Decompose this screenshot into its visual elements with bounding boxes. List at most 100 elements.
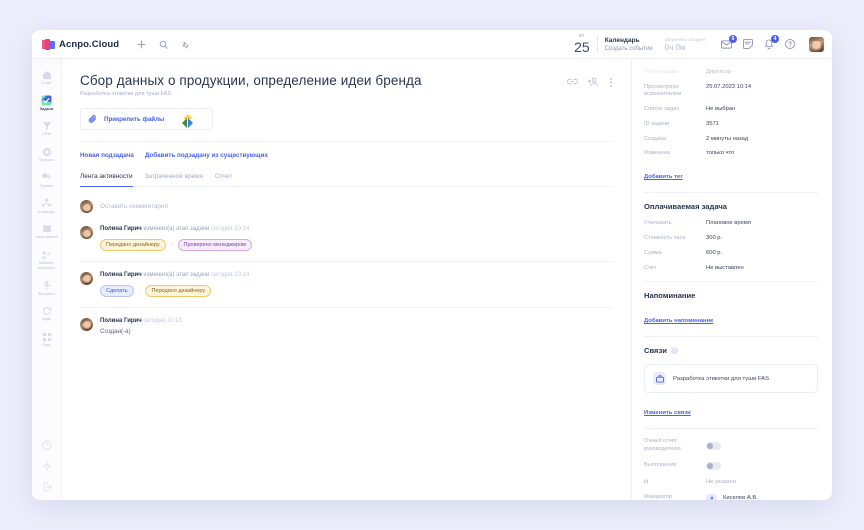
- page-title: Сбор данных о продукции, определение иде…: [80, 73, 422, 88]
- feed-user[interactable]: Полина Гирич: [100, 317, 142, 324]
- arrow-right-icon: ›: [138, 287, 141, 294]
- detail-key: Создана: [644, 135, 667, 142]
- detail-value: Не выставлен: [706, 264, 744, 271]
- agile-icon: [41, 305, 52, 316]
- add-existing-subtask-link[interactable]: Добавить подзадачу из существующих: [144, 152, 268, 159]
- calendar-block[interactable]: вт 25 Календарь Создать событие: [574, 34, 653, 55]
- help-circle-icon[interactable]: [41, 440, 52, 450]
- billable-row-invoice: Счет Не выставлен: [644, 265, 818, 273]
- sidebar-item-partner-cabinet[interactable]: Кабинет партнера: [32, 246, 62, 273]
- detail-value: 25.07.2023 10:14: [706, 83, 752, 90]
- sidebar-item-projects[interactable]: Проекты: [32, 143, 62, 166]
- feed-item-header: Полина Гирич изменил(а) этап задачи сего…: [100, 226, 613, 234]
- add-person-icon[interactable]: [588, 77, 599, 88]
- add-reminder-link[interactable]: Добавить напоминание: [644, 318, 714, 325]
- avatar: [80, 226, 93, 239]
- sidebar-label: Проекты: [38, 158, 55, 163]
- sidebar-label: Кабинет партнера: [38, 261, 55, 270]
- sidebar-item-knowledge-base[interactable]: База знаний: [32, 220, 62, 243]
- feed-user[interactable]: Полина Гирич: [100, 271, 142, 278]
- pin-icon[interactable]: [181, 40, 190, 49]
- detail-row-modified: Изменена только что: [644, 150, 818, 158]
- sidebar-item-teams[interactable]: Команды: [32, 195, 62, 218]
- time-spent-label: Затрачено сегодня: [664, 36, 705, 42]
- feed-item-body: Полина Гирич изменил(а) этап задачи сего…: [100, 226, 613, 251]
- detail-value: 300 р.: [706, 234, 723, 241]
- sidebar-item-tasks[interactable]: Задачи: [32, 92, 62, 115]
- task-header: Сбор данных о продукции, определение иде…: [80, 73, 613, 97]
- more-vertical-icon[interactable]: [609, 77, 613, 88]
- help-circle-icon[interactable]: ?: [670, 347, 678, 355]
- projects-icon: [41, 146, 52, 157]
- relation-card[interactable]: Разработка этикетки для туши FAS: [644, 364, 818, 394]
- sidebar-label: База знаний: [35, 235, 58, 240]
- link-icon[interactable]: [567, 77, 578, 88]
- toggle-row-manager-report[interactable]: Очный отчет руководителю: [644, 438, 818, 453]
- mail-icon[interactable]: 6: [721, 35, 737, 49]
- sidebar-bottom-icons: [41, 440, 52, 500]
- detail-key: Сумма: [644, 249, 662, 256]
- tab-report[interactable]: Отчет: [214, 173, 233, 180]
- google-drive-icon[interactable]: [182, 114, 193, 128]
- sidebar-item-more[interactable]: Ещё: [32, 328, 62, 351]
- billable-row-hour-rate: Стоимость часа 300 р.: [644, 235, 818, 243]
- plus-icon[interactable]: [137, 40, 146, 49]
- help-circle-icon[interactable]: [785, 39, 795, 49]
- toggle-row-completion[interactable]: Выполнение: [644, 461, 818, 470]
- detail-row-cut: Постановщик Директор: [644, 69, 818, 77]
- billable-task-title: Оплачиваемая задача: [644, 202, 728, 212]
- detail-key: Счет: [644, 264, 657, 271]
- detail-key: id: [644, 478, 649, 485]
- initiator-name: Киселев А.В.: [723, 495, 758, 500]
- user-avatar[interactable]: [809, 36, 824, 52]
- edit-relations-link[interactable]: Изменить связи: [644, 410, 691, 417]
- search-icon[interactable]: [159, 40, 169, 49]
- toggle-switch[interactable]: [706, 461, 721, 470]
- bell-icon[interactable]: 4: [764, 34, 779, 50]
- create-event-link[interactable]: Создать событие: [604, 45, 653, 52]
- feed-action: изменил(а) этап задачи: [143, 226, 210, 232]
- feed-item-body: Полина Гирич изменил(а) этап задачи сего…: [100, 272, 613, 297]
- new-subtask-link[interactable]: Новая подзадача: [80, 152, 134, 159]
- status-badge-to: Проверено менеджером: [177, 238, 252, 251]
- sidebar-label: Задачи: [39, 106, 54, 111]
- logout-icon[interactable]: [42, 482, 52, 492]
- toggle-switch[interactable]: [706, 441, 721, 450]
- settings-icon[interactable]: [41, 461, 52, 471]
- feed-text: Создан(-а): [100, 328, 131, 336]
- detail-key: ID задачи: [644, 120, 670, 127]
- attach-files-button[interactable]: Прикрепить файлы: [80, 108, 213, 130]
- detail-value: 600 р.: [706, 249, 723, 256]
- relation-title: Разработка этикетки для туши FAS: [673, 375, 770, 382]
- detail-key: Учитывать: [644, 220, 672, 227]
- notes-icon[interactable]: [743, 39, 753, 49]
- detail-key: Просмотрено исполнителем: [644, 83, 682, 98]
- sidebar-item-groups[interactable]: Группы: [32, 169, 62, 192]
- home-icon: [41, 69, 52, 80]
- top-bar: Acnpo.Cloud вт 25: [32, 30, 832, 59]
- toggle-label: Выполнение: [644, 462, 677, 469]
- comment-input-row[interactable]: Оставить комментарий: [80, 200, 613, 213]
- detail-row-created: Создана 2 минуты назад: [644, 136, 818, 144]
- sidebar: Старт Задачи C: [32, 59, 62, 500]
- paperclip-icon: [88, 115, 98, 123]
- divider: [80, 141, 613, 142]
- sidebar-item-start[interactable]: Старт: [32, 66, 62, 89]
- divider: [644, 336, 818, 338]
- detail-key: Стоимость часа: [644, 234, 686, 241]
- brand-logo-group[interactable]: Acnpo.Cloud: [42, 38, 119, 50]
- feed-time: сегодня 10:13: [143, 317, 182, 324]
- sidebar-item-crm[interactable]: CRM: [32, 117, 62, 140]
- groups-icon: [41, 172, 52, 183]
- feed-user[interactable]: Полина Гирич: [100, 226, 142, 232]
- sidebar-item-agile[interactable]: Agile: [32, 302, 62, 325]
- topbar-quick-actions: [137, 40, 190, 49]
- tasks-icon: [41, 95, 52, 106]
- sidebar-item-finance[interactable]: Финансы: [32, 277, 62, 300]
- status-badge-to: Передано дизайнеру: [145, 284, 212, 297]
- add-tag-link[interactable]: Добавить тег: [644, 174, 683, 181]
- tab-activity-feed[interactable]: Лента активности: [80, 173, 133, 187]
- relations-title: Связи: [644, 346, 667, 356]
- tab-time-spent[interactable]: Затраченное время: [144, 173, 203, 180]
